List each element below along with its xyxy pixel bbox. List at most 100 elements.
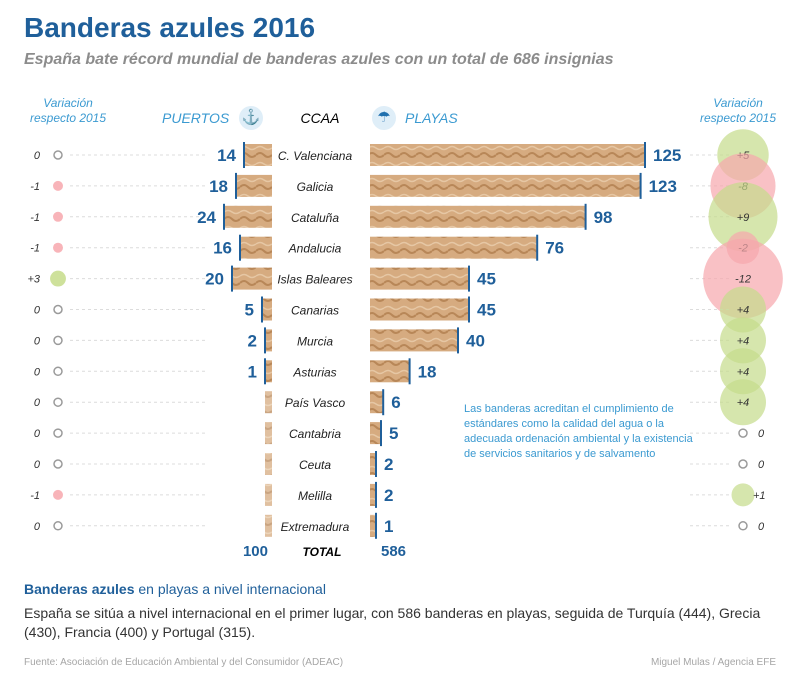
beach-value-label: 5 [389,424,398,443]
port-value-label: 24 [197,208,216,227]
port-variation-circle [53,180,63,191]
category-label: Ceuta [299,458,331,472]
variation-header-beaches: Variación respecto 2015 [699,96,777,125]
beach-bar [370,298,469,321]
beach-bar [370,360,410,383]
port-value-label: 14 [217,146,236,165]
beach-variation-label: +1 [753,490,766,502]
port-value-label: 18 [209,177,228,196]
beach-value-label: 2 [384,455,393,474]
category-label: País Vasco [285,396,346,410]
port-bar [244,144,272,166]
beach-variation-label: -12 [735,274,751,286]
port-variation-circle [53,459,63,469]
port-variation-circle [53,428,63,438]
port-variation-label: 0 [34,459,41,471]
beach-variation-label: +4 [737,397,750,409]
port-variation-circle [53,489,63,500]
beach-bar [370,514,376,537]
beach-variation-label: +4 [737,305,750,317]
info-note: Las banderas acreditan el cumplimiento d… [464,403,693,460]
port-bar [265,329,272,352]
category-label: Islas Baleares [277,273,352,287]
port-variation-label: -1 [30,181,40,193]
beach-variation-label: 0 [758,521,765,533]
port-variation-label: -1 [30,490,40,502]
beach-bar [370,483,376,506]
port-variation-label: 0 [34,366,41,378]
beach-variation-circle [731,483,755,507]
port-bar [236,174,272,197]
chart-subtitle: España bate récord mundial de banderas a… [24,51,614,68]
category-label: Canarias [291,304,339,318]
beach-variation-label: +4 [737,366,750,378]
port-bar [265,422,272,445]
source-text: Fuente: Asociación de Educación Ambienta… [24,657,344,668]
beach-value-label: 76 [545,239,564,258]
beach-umbrella-icon: ☂ [372,106,396,130]
beach-bar [370,422,381,445]
port-variation-label: +3 [27,274,40,286]
port-variation-label: 0 [34,305,41,317]
beach-bar [370,144,645,166]
international-title: Banderas azules en playas a nivel intern… [24,581,326,597]
port-bar [232,267,272,290]
beach-value-label: 45 [477,301,496,320]
beach-variation-label: 0 [758,428,765,440]
port-bar [265,453,272,475]
port-bar [265,360,272,383]
port-variation-circle [53,242,63,253]
chart-title: Banderas azules 2016 [24,12,316,43]
ccaa-header: CCAA [300,110,340,126]
port-bar [262,298,272,321]
category-label: Cantabria [289,427,341,441]
beach-bar [370,453,376,475]
beach-value-label: 1 [384,517,393,536]
port-value-label: 1 [248,362,257,381]
category-label: Melilla [298,489,332,503]
port-variation-label: 0 [34,428,41,440]
port-bar [265,483,272,506]
credit-text: Miguel Mulas / Agencia EFE [650,657,776,668]
beach-value-label: 18 [418,362,437,381]
international-title-rest: en playas a nivel internacional [134,581,326,597]
port-value-label: 16 [213,239,232,258]
beach-bar [370,391,384,414]
port-variation-circle [53,521,63,531]
beach-value-label: 123 [649,177,677,196]
international-text: España se sitúa a nivel internacional en… [24,605,761,640]
beach-bar [370,267,469,290]
port-variation-circle [53,304,63,315]
port-variation-label: 0 [34,397,41,409]
port-variation-circle [53,335,63,346]
beach-bar [370,174,641,197]
port-bar [224,205,272,228]
category-label: Galicia [297,180,334,194]
beach-variation-circle [738,521,748,531]
port-value-label: 20 [205,270,224,289]
beaches-header: PLAYAS [405,110,458,126]
port-variation-label: -1 [30,212,40,224]
port-variation-label: 0 [34,150,41,162]
port-variation-circle [53,150,63,160]
category-label: Cataluña [291,211,339,225]
category-label: C. Valenciana [278,149,353,163]
beach-value-label: 2 [384,486,393,505]
category-label: Extremadura [281,520,350,534]
beach-variation-label: 0 [758,459,765,471]
category-label: Asturias [292,365,336,379]
port-variation-label: 0 [34,335,41,347]
beach-variation-circle [738,428,748,438]
beach-bar [370,236,538,259]
port-value-label: 2 [248,331,257,350]
variation-header-ports: Variación respecto 2015 [29,96,107,125]
beach-value-label: 45 [477,270,496,289]
category-label: Murcia [297,334,333,348]
total-beaches-value: 586 [381,543,406,560]
beach-variation-circle [708,182,778,252]
beach-value-label: 125 [653,146,681,165]
port-variation-label: -1 [30,243,40,255]
port-variation-circle [53,397,63,407]
port-bar [265,391,272,414]
